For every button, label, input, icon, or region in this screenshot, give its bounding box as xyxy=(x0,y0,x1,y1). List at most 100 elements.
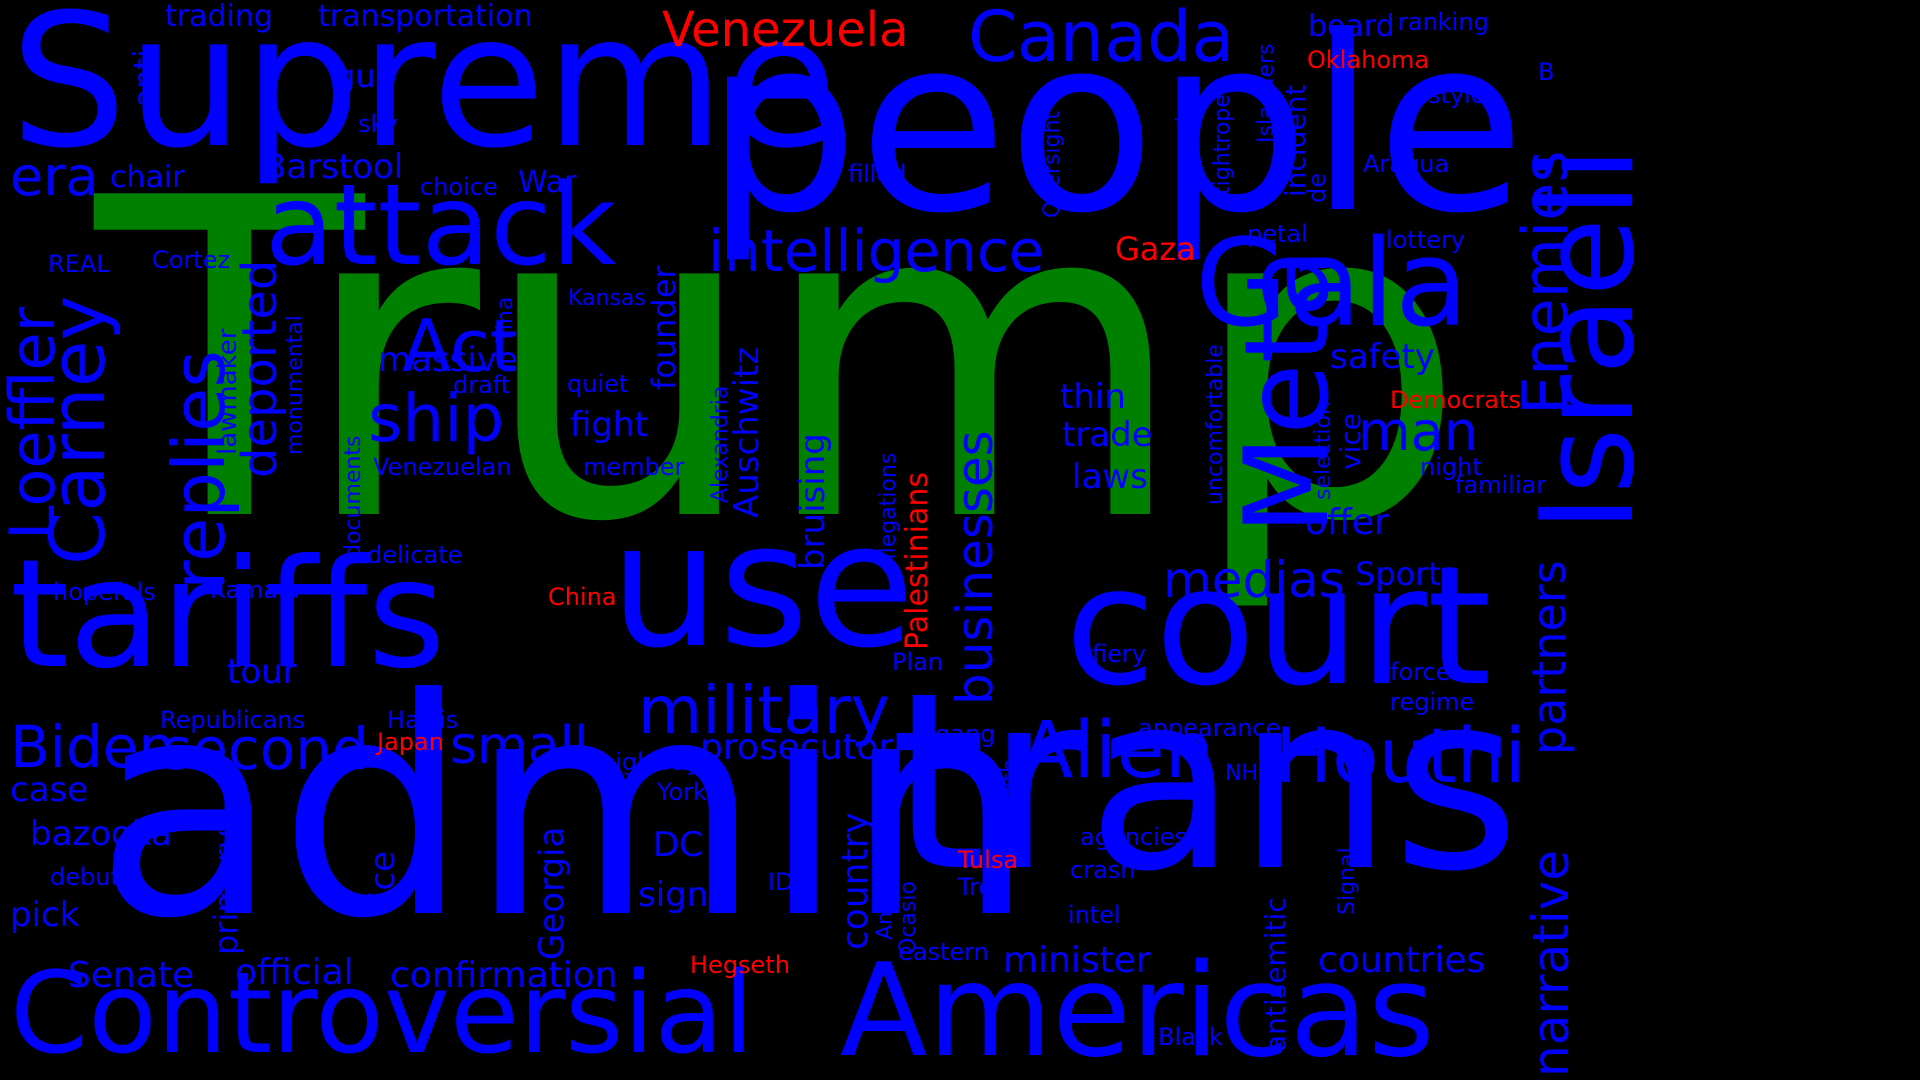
word: appearance xyxy=(1138,714,1281,742)
word: eastern xyxy=(898,938,989,966)
word: Black xyxy=(1158,1023,1223,1051)
word: businesses xyxy=(946,430,1004,705)
word: intel xyxy=(1068,901,1121,929)
word: pick xyxy=(10,895,80,935)
word: York xyxy=(657,778,707,806)
word: de xyxy=(1303,173,1331,203)
word: Controversial xyxy=(10,949,755,1079)
word: Venezuelan xyxy=(373,453,512,481)
word: Smith xyxy=(998,758,1023,823)
word: Americas xyxy=(840,937,1435,1080)
word: crash xyxy=(1070,856,1136,884)
word: monumental xyxy=(283,315,308,455)
word: thin xyxy=(1060,377,1126,417)
word: choice xyxy=(420,173,498,201)
word: ship xyxy=(368,380,505,457)
word: anti xyxy=(128,49,163,108)
word: China xyxy=(548,583,617,611)
word: Republicans xyxy=(160,706,305,734)
word: transportation xyxy=(318,0,533,34)
word: delicate xyxy=(367,541,463,569)
word: countries xyxy=(1318,940,1486,981)
word: hopefuls xyxy=(53,578,156,606)
word: Alien xyxy=(1020,706,1215,796)
word: ID xyxy=(768,868,794,896)
word: agencies xyxy=(1080,823,1188,851)
word: primary xyxy=(207,829,245,955)
word: Gaza xyxy=(1115,230,1196,268)
word: intelligence xyxy=(708,217,1045,285)
word: Senate xyxy=(68,955,195,996)
word: small xyxy=(450,716,589,776)
word: Palestinians xyxy=(900,471,935,650)
word: Harris xyxy=(387,706,459,734)
word: offer xyxy=(1305,502,1389,543)
word: second xyxy=(162,715,369,783)
word: lawmaker xyxy=(213,328,243,456)
word: DC xyxy=(653,825,703,865)
word: forces xyxy=(1390,658,1463,686)
word: Japan xyxy=(377,728,444,756)
word: admin xyxy=(95,635,1035,984)
word: Aragua xyxy=(1363,150,1450,178)
word: NHL xyxy=(1225,761,1271,786)
word: tour xyxy=(227,652,297,692)
word: member xyxy=(583,453,685,481)
word: tariffs xyxy=(10,528,446,702)
word: case xyxy=(10,770,89,810)
word: court xyxy=(1065,531,1492,722)
word: fight xyxy=(570,405,648,445)
word: antisemitic xyxy=(1259,897,1292,1052)
word: regime xyxy=(1390,688,1475,716)
word: Georgia xyxy=(532,826,572,960)
word: night xyxy=(1420,453,1482,481)
word: minister xyxy=(1003,940,1151,981)
word: Alexandria xyxy=(708,385,733,503)
word: trading xyxy=(165,0,273,34)
word: Tina xyxy=(493,296,518,343)
word: uncomfortable xyxy=(1203,344,1228,505)
word: highway xyxy=(600,748,701,776)
word: tightrope xyxy=(1210,94,1235,195)
word: surprise xyxy=(1173,91,1198,180)
word: Houthi xyxy=(1275,711,1526,800)
word: ranking xyxy=(1398,8,1489,36)
word: Enemies xyxy=(1509,150,1582,415)
word: confirmation xyxy=(390,955,618,996)
word: official xyxy=(235,952,354,993)
word: Oversight xyxy=(1040,110,1065,218)
word: Plan xyxy=(892,648,944,676)
word: gun xyxy=(335,57,396,95)
word: Act xyxy=(402,304,518,388)
word: trade xyxy=(1062,415,1153,455)
word: sign xyxy=(638,875,709,915)
word: familiar xyxy=(1455,471,1547,499)
word: chair xyxy=(110,160,185,195)
word: Signal xyxy=(1335,847,1360,915)
word: safety xyxy=(1330,337,1435,377)
word: fiery xyxy=(1092,640,1146,668)
word: era xyxy=(10,145,99,208)
word: bruising xyxy=(793,433,833,570)
word: Sports xyxy=(1355,555,1458,593)
word: War xyxy=(518,165,577,200)
word: sky xyxy=(358,110,398,138)
word: bazooka xyxy=(30,814,172,854)
word: Islanders xyxy=(1254,43,1279,144)
word: lottery xyxy=(1386,226,1466,254)
word: documents xyxy=(341,435,366,558)
word: Americans xyxy=(873,823,898,940)
word: medias xyxy=(1163,551,1345,609)
word: Democrats xyxy=(1390,386,1521,414)
word: deported xyxy=(232,259,288,478)
word: filled xyxy=(848,160,907,188)
word: founder xyxy=(645,265,683,390)
word: style xyxy=(1428,81,1486,109)
word: Kamala xyxy=(210,576,300,604)
word: Gala xyxy=(1195,215,1469,354)
word: ice xyxy=(363,850,403,900)
word: attack xyxy=(265,161,617,291)
word: people xyxy=(705,0,1526,267)
word: partners xyxy=(1522,560,1576,755)
